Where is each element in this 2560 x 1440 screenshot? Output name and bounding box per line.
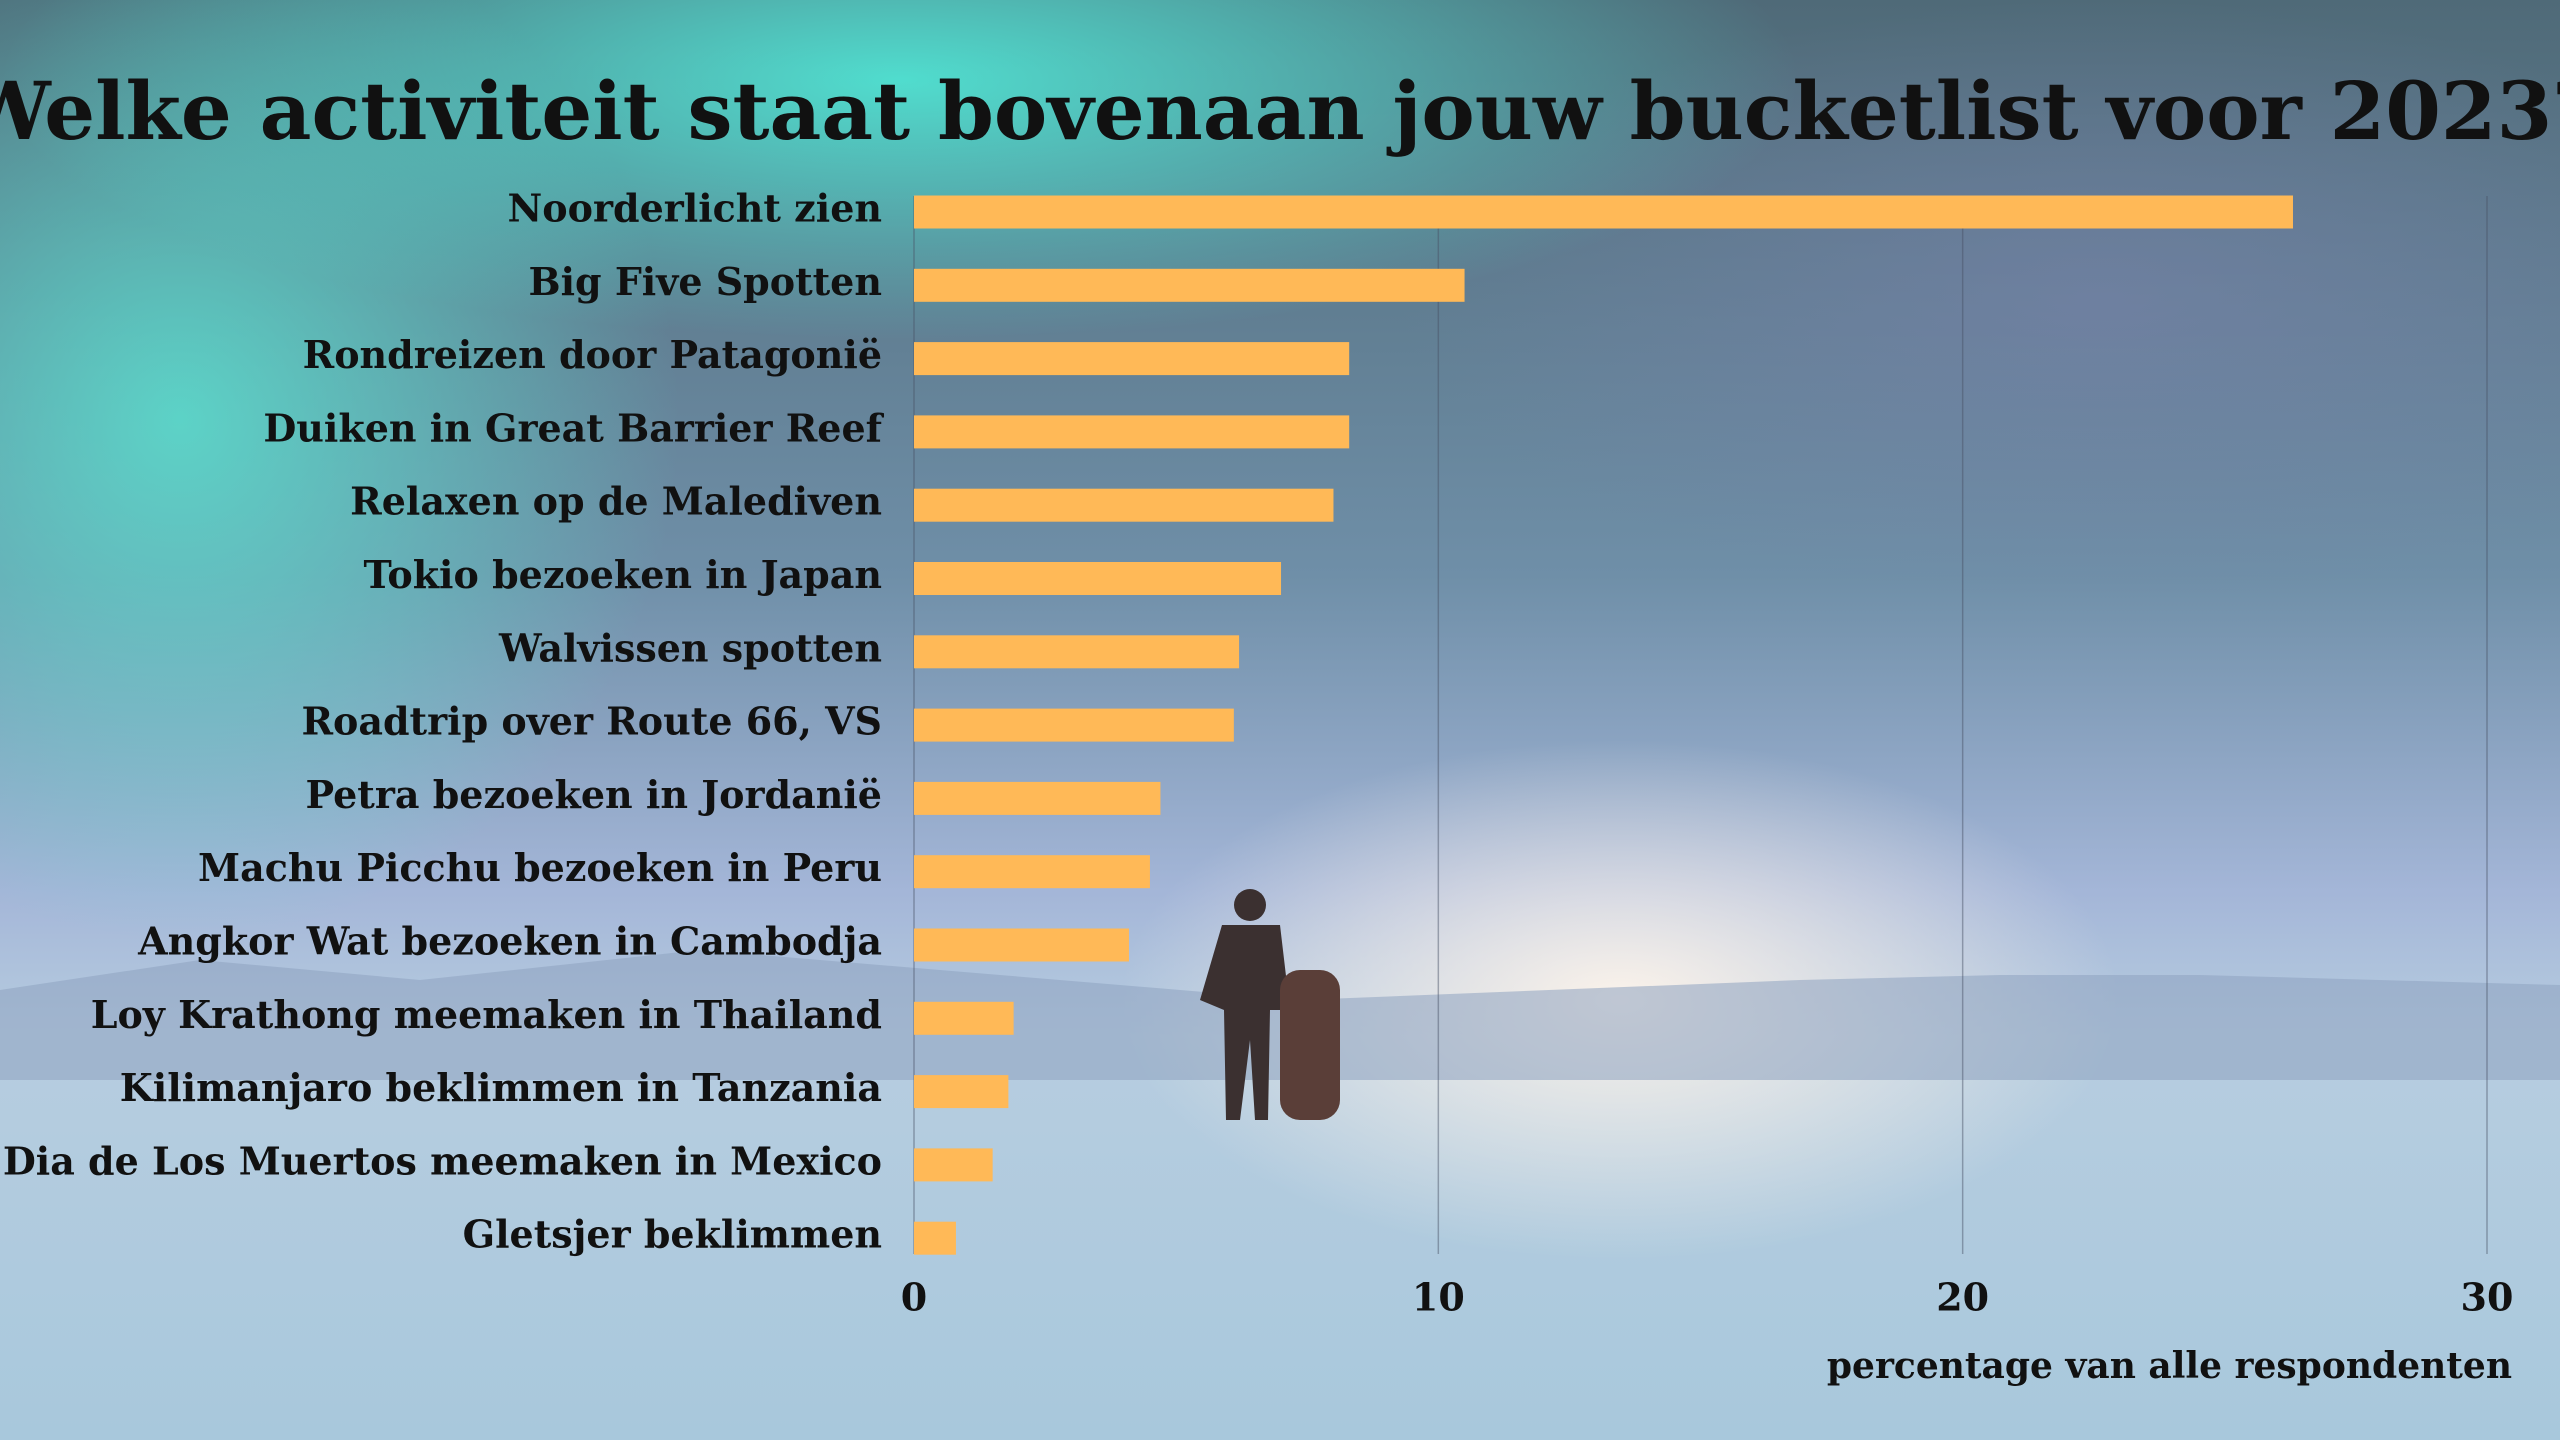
y-tick-label: Machu Picchu bezoeken in Peru: [198, 845, 882, 890]
bar: [914, 562, 1282, 595]
y-tick-label: Dia de Los Muertos meemaken in Mexico: [3, 1138, 882, 1183]
y-tick-label: Walvissen spotten: [498, 625, 882, 670]
y-tick-label: Petra bezoeken in Jordanië: [306, 772, 882, 817]
traveler-silhouette: [1200, 889, 1340, 1120]
y-tick-label: Gletsjer beklimmen: [463, 1212, 882, 1257]
bar: [914, 1148, 993, 1182]
bar: [914, 855, 1150, 889]
bar: [914, 781, 1161, 815]
y-tick-label: Tokio bezoeken in Japan: [363, 552, 882, 597]
y-tick-label: Rondreizen door Patagonië: [303, 332, 882, 377]
y-tick-label: Duiken in Great Barrier Reef: [263, 405, 884, 450]
y-tick-label: Noorderlicht zien: [508, 186, 882, 231]
bar: [914, 708, 1234, 742]
bar: [914, 1221, 956, 1255]
y-tick-label: Relaxen op de Malediven: [350, 479, 882, 524]
x-tick-label: 10: [1412, 1275, 1465, 1320]
bar: [914, 268, 1465, 302]
bar: [914, 1075, 1009, 1109]
x-tick-label: 20: [1936, 1275, 1989, 1320]
bar: [914, 1001, 1014, 1035]
x-tick-label: 30: [2461, 1275, 2514, 1320]
y-tick-label: Big Five Spotten: [528, 259, 882, 304]
chart-title: Welke activiteit staat bovenaan jouw buc…: [0, 64, 2560, 158]
x-tick-label: 0: [901, 1275, 927, 1320]
y-tick-label: Kilimanjaro beklimmen in Tanzania: [120, 1065, 882, 1110]
bar: [914, 928, 1129, 962]
bar: [914, 415, 1350, 449]
bar: [914, 488, 1334, 522]
y-tick-label: Angkor Wat bezoeken in Cambodja: [137, 919, 882, 964]
y-tick-label: Loy Krathong meemaken in Thailand: [91, 992, 882, 1037]
bar: [914, 635, 1240, 669]
y-tick-label: Roadtrip over Route 66, VS: [301, 699, 882, 744]
bar: [914, 195, 2293, 229]
x-axis-label: percentage van alle respondenten: [1827, 1345, 2512, 1387]
bar: [914, 342, 1350, 376]
